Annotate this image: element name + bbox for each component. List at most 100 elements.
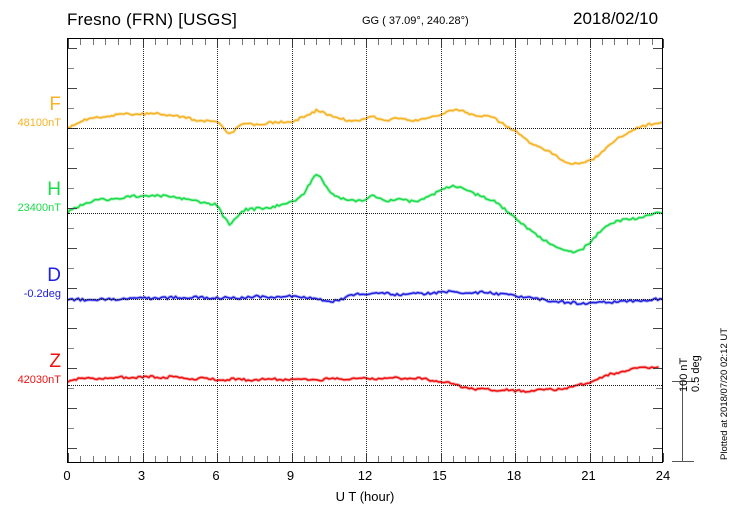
component-label-h: H 23400nT: [0, 180, 61, 214]
y-axis-tick-right: [653, 48, 662, 49]
x-axis-tick-top: [552, 39, 554, 45]
x-axis-tick-top: [80, 39, 82, 45]
y-axis-tick-right: [653, 248, 662, 249]
vertical-gridline: [440, 39, 442, 462]
x-axis-tick-bottom: [477, 456, 479, 462]
y-axis-tick-left: [68, 388, 74, 389]
x-axis-tick-bottom: [266, 456, 268, 462]
x-axis-tick-bottom: [452, 456, 454, 462]
x-tick-label: 15: [432, 468, 447, 483]
x-axis-tick-bottom: [254, 456, 256, 462]
x-axis-tick-top: [316, 39, 318, 45]
y-axis-tick-right: [653, 368, 662, 369]
x-axis-tick-bottom: [154, 456, 156, 462]
x-axis-tick-top: [378, 39, 380, 45]
vertical-gridline: [589, 39, 591, 462]
x-axis-tick-top: [614, 39, 616, 45]
y-axis-tick-right: [656, 108, 662, 109]
x-axis-tick-top: [130, 39, 132, 45]
x-axis-tick-bottom: [539, 456, 541, 462]
y-axis-tick-right: [653, 208, 662, 209]
x-axis-tick-bottom: [490, 456, 492, 462]
x-axis-tick-bottom: [179, 456, 181, 462]
x-tick-label: 12: [357, 468, 373, 483]
x-axis-tick-top: [229, 39, 231, 45]
x-axis-tick-bottom: [577, 456, 579, 462]
y-axis-tick-left: [68, 248, 77, 249]
x-tick-label: 3: [137, 468, 146, 483]
x-tick-label: 6: [212, 468, 220, 483]
x-axis-tick-bottom: [428, 456, 430, 462]
x-axis-tick-bottom: [341, 456, 343, 462]
component-baseline-value-f: 48100nT: [17, 117, 61, 129]
geographic-coordinates: GG ( 37.09°, 240.28°): [362, 15, 469, 27]
x-axis-tick-top: [651, 39, 653, 45]
baseline-h: [68, 213, 662, 214]
x-axis-tick-top: [415, 39, 417, 45]
x-axis-tick-top: [105, 39, 107, 45]
y-axis-tick-right: [656, 268, 662, 269]
y-axis-tick-right: [656, 308, 662, 309]
x-axis-tick-top: [564, 39, 566, 45]
component-letter-h: H: [47, 179, 61, 200]
component-letter-f: F: [49, 94, 61, 115]
scale-line2: 0.5 deg: [690, 355, 702, 392]
x-axis-tick-top: [390, 39, 392, 45]
vertical-gridline: [515, 39, 516, 462]
x-axis-tick-bottom: [626, 456, 628, 462]
x-axis-tick-bottom: [390, 456, 392, 462]
x-axis-tick-top: [626, 39, 628, 45]
x-axis-tick-top: [403, 39, 405, 45]
y-axis-tick-left: [68, 288, 77, 289]
vertical-gridline: [366, 39, 367, 462]
x-axis-tick-top: [662, 39, 664, 48]
y-axis-tick-right: [656, 348, 662, 349]
y-axis-tick-right: [656, 188, 662, 189]
y-axis-tick-left: [68, 408, 77, 409]
x-axis-tick-bottom: [316, 456, 318, 462]
x-tick-label: 21: [581, 468, 596, 483]
x-axis-tick-bottom: [117, 456, 119, 462]
chart-date: 2018/02/10: [573, 9, 659, 28]
scale-line1: 100 nT: [678, 357, 690, 392]
x-axis-tick-bottom: [68, 453, 69, 462]
y-axis-tick-left: [68, 448, 77, 449]
x-axis-tick-top: [167, 39, 169, 45]
x-axis-tick-bottom: [229, 456, 231, 462]
y-axis-tick-right: [656, 68, 662, 69]
x-axis-tick-bottom: [353, 456, 355, 462]
y-axis-tick-right: [656, 388, 662, 389]
component-baseline-value-d: -0.2deg: [23, 288, 61, 300]
x-axis-tick-bottom: [192, 456, 194, 462]
x-axis-tick-bottom: [651, 456, 653, 462]
x-axis-tick-top: [341, 39, 343, 45]
x-tick-label: 9: [286, 468, 295, 483]
baseline-f: [68, 128, 662, 129]
x-axis-tick-top: [477, 39, 479, 45]
x-axis-tick-top: [502, 39, 504, 45]
x-axis-tick-bottom: [415, 456, 417, 462]
x-axis-tick-top: [154, 39, 156, 45]
x-axis-title: U T (hour): [335, 489, 395, 504]
x-axis-tick-top: [279, 39, 281, 45]
x-axis-tick-top: [577, 39, 579, 45]
plotted-at-timestamp: Plotted at 2018/07/20 02:12 UT: [719, 327, 730, 460]
x-axis-tick-top: [254, 39, 256, 45]
y-axis-tick-left: [68, 208, 77, 209]
x-axis-tick-top: [117, 39, 119, 45]
x-axis-tick-bottom: [564, 456, 566, 462]
y-axis-tick-right: [656, 228, 662, 229]
y-axis-tick-left: [68, 168, 77, 169]
x-tick-label: 0: [63, 468, 71, 483]
y-axis-tick-left: [68, 48, 77, 49]
y-axis-tick-right: [653, 288, 662, 289]
x-axis-tick-bottom: [527, 456, 529, 462]
y-axis-tick-left: [68, 308, 74, 309]
component-letter-d: D: [47, 265, 61, 286]
scale-bar-top-cap: [672, 381, 694, 382]
y-axis-tick-right: [653, 448, 662, 449]
y-axis-tick-right: [653, 328, 662, 329]
x-axis-tick-top: [452, 39, 454, 45]
baseline-z: [68, 385, 662, 386]
